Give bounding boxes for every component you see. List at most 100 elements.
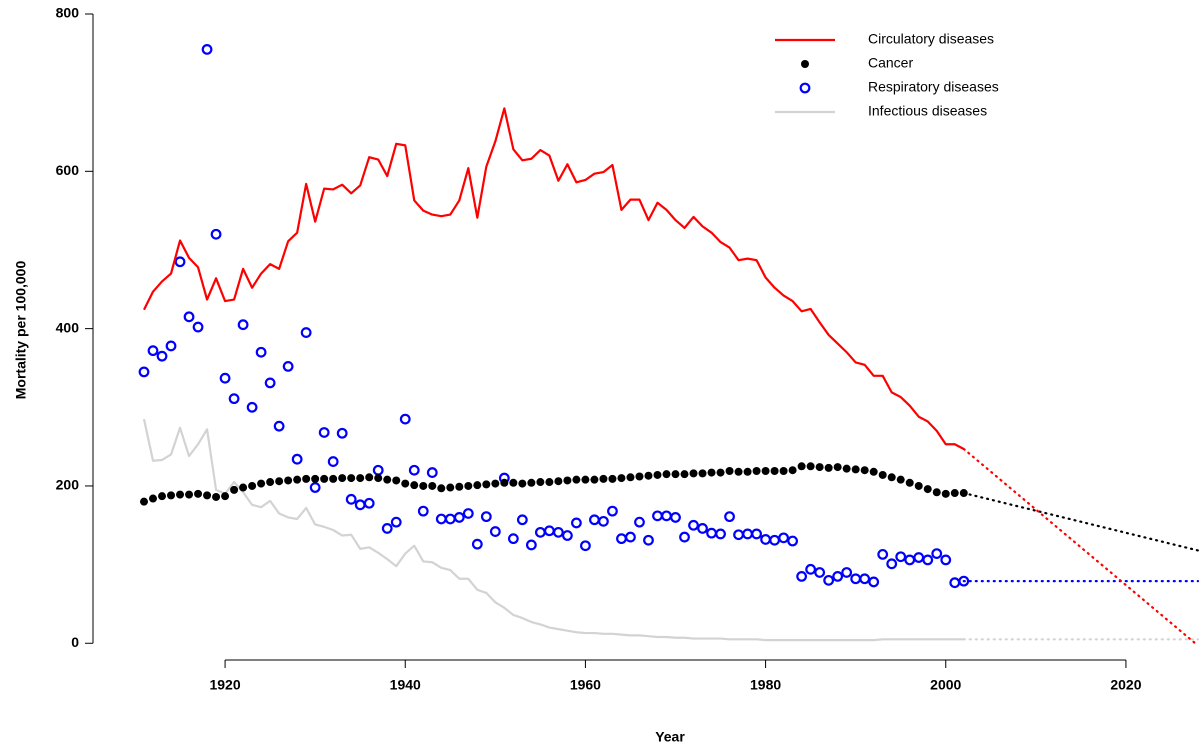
data-point xyxy=(743,467,752,476)
data-point xyxy=(273,420,285,432)
data-point xyxy=(688,519,699,531)
data-point xyxy=(959,489,968,498)
data-point xyxy=(282,360,294,372)
data-point xyxy=(327,456,339,467)
data-point xyxy=(489,526,501,537)
data-point xyxy=(877,548,889,560)
data-point xyxy=(219,372,231,384)
data-point xyxy=(824,463,833,472)
data-point xyxy=(552,526,564,538)
x-tick-label: 2020 xyxy=(1110,677,1141,693)
data-point xyxy=(923,485,932,494)
data-point xyxy=(284,476,293,485)
legend-label: Cancer xyxy=(868,55,913,71)
data-point xyxy=(453,512,465,523)
data-point xyxy=(751,528,762,540)
data-point xyxy=(662,470,671,479)
data-point xyxy=(185,490,194,499)
legend-swatch xyxy=(799,82,811,94)
data-point xyxy=(617,474,626,483)
y-tick-label: 400 xyxy=(56,319,80,335)
data-point xyxy=(779,467,788,476)
data-point xyxy=(653,470,662,479)
data-point xyxy=(644,471,653,480)
series-line xyxy=(143,107,965,450)
data-point xyxy=(183,311,195,323)
data-point xyxy=(949,577,961,589)
data-point xyxy=(833,463,842,472)
data-point xyxy=(652,510,663,522)
data-point xyxy=(390,516,402,528)
data-point xyxy=(525,539,537,551)
data-point xyxy=(823,574,835,586)
data-point xyxy=(194,489,203,498)
data-point xyxy=(913,552,925,563)
x-tick-label: 1940 xyxy=(390,677,421,693)
data-point xyxy=(734,467,743,476)
data-point xyxy=(625,531,636,543)
data-point xyxy=(347,474,356,483)
data-point xyxy=(832,571,844,582)
x-tick-label: 1920 xyxy=(209,677,240,693)
data-point xyxy=(192,321,204,333)
data-point xyxy=(426,467,438,478)
data-point xyxy=(599,474,608,483)
data-point xyxy=(761,467,770,476)
data-point xyxy=(536,478,545,487)
data-point xyxy=(589,514,600,526)
data-point xyxy=(383,475,392,484)
data-point xyxy=(940,554,952,566)
data-point xyxy=(842,464,851,473)
y-tick-label: 0 xyxy=(71,634,79,650)
data-point xyxy=(806,462,815,471)
data-point xyxy=(471,538,483,550)
projection-line xyxy=(962,491,1200,552)
data-point xyxy=(760,534,771,545)
data-point xyxy=(643,534,654,546)
projection-line xyxy=(962,447,1200,647)
data-point xyxy=(859,573,871,585)
data-point xyxy=(725,467,734,476)
data-point xyxy=(689,469,698,478)
data-point xyxy=(851,465,860,474)
data-point xyxy=(255,346,267,358)
data-point xyxy=(671,470,680,479)
data-point xyxy=(706,527,717,539)
data-point xyxy=(201,43,213,55)
data-point xyxy=(264,377,276,389)
data-point xyxy=(932,488,941,497)
data-point xyxy=(914,481,923,490)
data-point xyxy=(221,492,230,501)
data-point xyxy=(419,481,428,490)
data-point xyxy=(239,483,248,492)
data-point xyxy=(518,479,527,488)
data-point xyxy=(336,427,348,439)
x-tick-label: 1980 xyxy=(750,677,781,693)
data-point xyxy=(140,497,148,506)
data-point xyxy=(138,366,150,378)
data-point xyxy=(167,491,176,500)
data-point xyxy=(399,413,411,425)
data-point xyxy=(958,575,970,587)
data-point xyxy=(670,512,681,523)
data-point xyxy=(356,474,365,483)
data-point xyxy=(878,470,887,479)
data-point xyxy=(464,481,473,490)
data-point xyxy=(516,514,528,526)
data-point xyxy=(318,427,330,438)
data-point xyxy=(581,475,590,484)
x-axis-label: Year xyxy=(655,729,685,745)
data-point xyxy=(149,494,158,503)
data-point xyxy=(435,513,447,525)
data-point xyxy=(165,340,177,352)
data-point xyxy=(428,481,437,490)
data-point xyxy=(787,535,799,547)
data-point xyxy=(543,525,555,537)
data-point xyxy=(887,473,896,482)
data-point xyxy=(210,228,222,240)
data-point xyxy=(257,479,266,488)
data-point xyxy=(697,523,708,534)
data-point xyxy=(931,548,943,559)
data-point xyxy=(815,463,824,472)
